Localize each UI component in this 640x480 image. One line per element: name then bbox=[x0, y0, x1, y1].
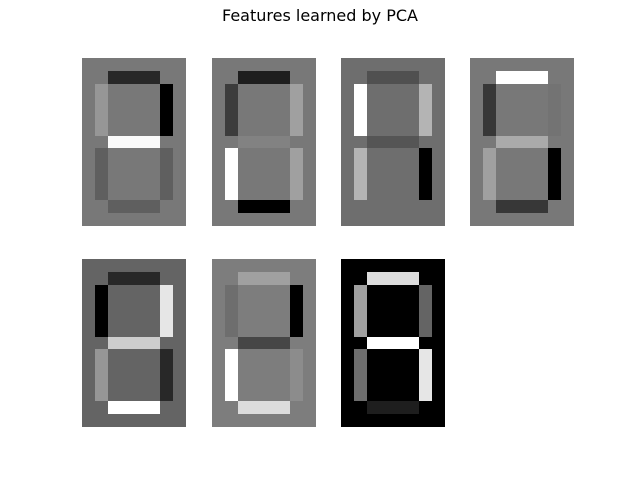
segment-bottom-right bbox=[290, 148, 303, 200]
segment-top-left bbox=[225, 84, 238, 136]
segment-top-left bbox=[95, 84, 108, 136]
pca-component-panel-1 bbox=[82, 58, 186, 226]
segment-bottom-left bbox=[225, 349, 238, 401]
segment-bottom-right bbox=[160, 148, 173, 200]
pca-component-panel-4 bbox=[470, 58, 574, 226]
segment-top-right bbox=[419, 84, 432, 136]
segment-top-right bbox=[290, 285, 303, 337]
segment-top-left bbox=[225, 285, 238, 337]
segment-top bbox=[108, 272, 160, 285]
segment-top-right bbox=[419, 285, 432, 337]
segment-top-right bbox=[160, 285, 173, 337]
segment-top-right bbox=[160, 84, 173, 136]
segment-bottom-right bbox=[548, 148, 561, 200]
segment-bottom-left bbox=[354, 148, 367, 200]
segment-top-right bbox=[548, 84, 561, 136]
pca-component-panel-5 bbox=[82, 259, 186, 427]
segment-top-left bbox=[354, 84, 367, 136]
segment-bottom bbox=[367, 401, 419, 414]
segment-top bbox=[238, 71, 290, 84]
segment-middle bbox=[238, 136, 290, 148]
pca-component-panel-7 bbox=[341, 259, 445, 427]
segment-bottom-right bbox=[290, 349, 303, 401]
segment-bottom-right bbox=[160, 349, 173, 401]
segment-middle bbox=[108, 136, 160, 148]
segment-top-left bbox=[483, 84, 496, 136]
segment-middle bbox=[108, 337, 160, 349]
segment-bottom-left bbox=[95, 148, 108, 200]
pca-component-panel-3 bbox=[341, 58, 445, 226]
segment-bottom bbox=[496, 200, 548, 213]
segment-bottom-right bbox=[419, 148, 432, 200]
pca-component-panel-6 bbox=[212, 259, 316, 427]
segment-bottom-right bbox=[419, 349, 432, 401]
segment-bottom bbox=[238, 200, 290, 213]
pca-component-panel-2 bbox=[212, 58, 316, 226]
segment-top bbox=[108, 71, 160, 84]
segment-top bbox=[367, 71, 419, 84]
segment-top bbox=[367, 272, 419, 285]
segment-middle bbox=[367, 337, 419, 349]
segment-top bbox=[238, 272, 290, 285]
segment-top-left bbox=[354, 285, 367, 337]
segment-bottom bbox=[108, 200, 160, 213]
segment-bottom bbox=[108, 401, 160, 414]
segment-bottom-left bbox=[95, 349, 108, 401]
segment-bottom-left bbox=[483, 148, 496, 200]
segment-middle bbox=[238, 337, 290, 349]
figure-title: Features learned by PCA bbox=[222, 6, 418, 25]
segment-top bbox=[496, 71, 548, 84]
segment-top-left bbox=[95, 285, 108, 337]
segment-bottom-left bbox=[354, 349, 367, 401]
segment-bottom bbox=[238, 401, 290, 414]
segment-top-right bbox=[290, 84, 303, 136]
segment-middle bbox=[367, 136, 419, 148]
segment-bottom bbox=[367, 200, 419, 213]
segment-middle bbox=[496, 136, 548, 148]
segment-bottom-left bbox=[225, 148, 238, 200]
